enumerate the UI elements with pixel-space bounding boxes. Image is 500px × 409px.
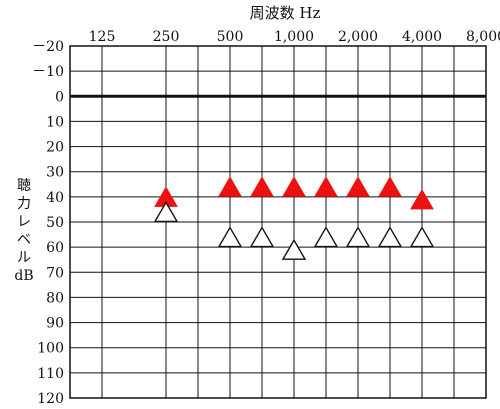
- open-triangle-marker: [249, 226, 275, 248]
- y-tick-label: 80: [46, 290, 64, 306]
- open-triangle-marker: [281, 238, 307, 260]
- open-triangle-marker: [377, 226, 403, 248]
- y-tick-label: 50: [46, 215, 64, 231]
- y-tick-label: 40: [46, 190, 64, 206]
- y-axis-label-part: 聴: [17, 178, 31, 194]
- x-tick-label: 125: [89, 29, 116, 45]
- y-axis-label-part: dB: [14, 268, 33, 284]
- y-tick-label: 60: [46, 240, 64, 256]
- filled-triangle-marker: [250, 176, 274, 197]
- x-tick-label: 250: [153, 29, 180, 45]
- data-markers: [153, 176, 435, 260]
- x-tick-labels: 125 250 500 1,000 2,000 4,000 8,000: [89, 29, 500, 45]
- filled-triangle-marker: [314, 176, 338, 197]
- filled-triangle-marker: [410, 188, 434, 210]
- y-tick-label: 70: [46, 265, 64, 281]
- filled-triangle-marker: [378, 176, 402, 197]
- y-tick-label: 100: [37, 341, 64, 357]
- y-tick-label: 10: [46, 114, 64, 130]
- x-tick-label: 1,000: [274, 29, 314, 45]
- y-tick-label: －10: [32, 64, 64, 80]
- y-axis-label-part: ル: [17, 250, 31, 266]
- x-tick-label: 2,000: [338, 29, 378, 45]
- y-axis-label-part: ベ: [17, 232, 31, 248]
- y-tick-label: 90: [46, 316, 64, 332]
- x-tick-label: 4,000: [402, 29, 442, 45]
- y-axis-label-part: レ: [17, 214, 31, 230]
- y-tick-labels: －20 －10 0 10 20 30 40 50 60 70 80 90 100 110 120: [32, 39, 64, 407]
- open-triangle-marker: [345, 226, 371, 248]
- y-tick-label: 110: [37, 366, 64, 382]
- open-triangle-marker: [153, 201, 179, 223]
- filled-triangle-marker: [282, 176, 306, 197]
- open-triangle-marker: [313, 226, 339, 248]
- y-tick-label: 20: [46, 140, 64, 156]
- y-tick-label: 0: [55, 89, 64, 105]
- y-axis-label-part: 力: [17, 196, 31, 212]
- x-tick-label: 500: [217, 29, 244, 45]
- filled-triangle-marker: [346, 176, 370, 197]
- x-tick-label: 8,000: [466, 29, 500, 45]
- open-triangle-marker: [409, 226, 435, 248]
- y-tick-label: 120: [37, 391, 64, 407]
- open-triangle-marker: [217, 226, 243, 248]
- grid-lines: [69, 45, 487, 399]
- y-tick-label: 30: [46, 165, 64, 181]
- chart-title: 周波数 Hz: [250, 4, 321, 22]
- filled-triangle-marker: [218, 176, 242, 197]
- y-tick-label: －20: [32, 39, 64, 55]
